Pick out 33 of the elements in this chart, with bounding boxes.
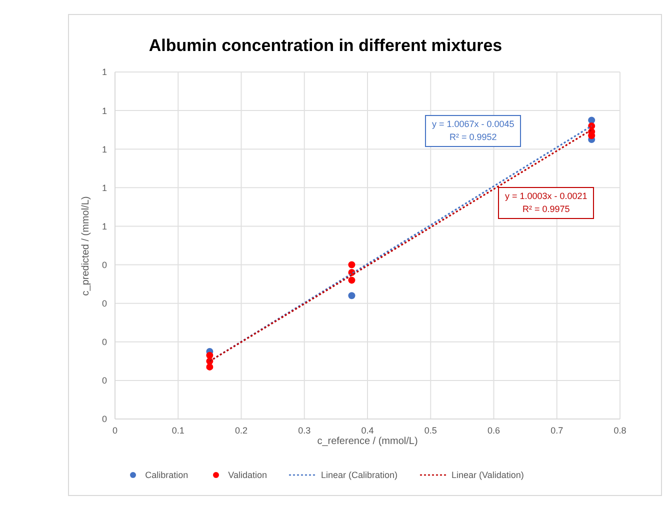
y-tick-label: 0 <box>102 337 107 348</box>
annotation: y = 1.0067x - 0.0045 R² = 0.9952 <box>425 115 522 147</box>
y-tick-label: 1 <box>102 67 107 78</box>
x-tick-label: 0 <box>112 425 118 436</box>
point <box>348 261 356 268</box>
x-tick-label: 0.1 <box>172 425 184 436</box>
y-tick-label: 0 <box>102 298 107 309</box>
point <box>206 363 214 370</box>
y-tick-label: 1 <box>102 182 107 193</box>
x-tick-label: 0.3 <box>298 425 311 436</box>
x-tick-label: 0.4 <box>361 425 374 436</box>
point <box>588 116 596 124</box>
annotation: y = 1.0003x - 0.0021 R² = 0.9975 <box>498 187 594 219</box>
y-tick-label: 1 <box>102 106 107 116</box>
point <box>348 276 356 284</box>
legend-label: Validation <box>227 470 267 480</box>
y-axis-title: c_predicted / (mmol/L) <box>80 196 92 296</box>
point <box>348 292 356 300</box>
legend-label: Calibration <box>144 470 188 480</box>
legend-label: Linear (Validation) <box>450 470 524 480</box>
legend-label: Linear (Calibration) <box>320 470 398 480</box>
x-tick-label: 0.2 <box>234 425 248 436</box>
chart-title: Albumin concentration in different mixtures <box>148 36 504 56</box>
x-axis-title: c_reference / (mmol/L) <box>316 436 419 447</box>
y-tick-label: 0 <box>102 260 107 270</box>
x-tick-label: 0.6 <box>487 425 500 436</box>
x-tick-label: 0.7 <box>550 425 564 436</box>
x-tick-label: 0.8 <box>614 425 626 436</box>
y-tick-label: 1 <box>102 144 107 154</box>
y-tick-label: 0 <box>102 414 107 424</box>
y-tick-label: 1 <box>102 221 107 232</box>
y-tick-label: 0 <box>102 376 107 386</box>
x-tick-label: 0.5 <box>424 425 437 436</box>
